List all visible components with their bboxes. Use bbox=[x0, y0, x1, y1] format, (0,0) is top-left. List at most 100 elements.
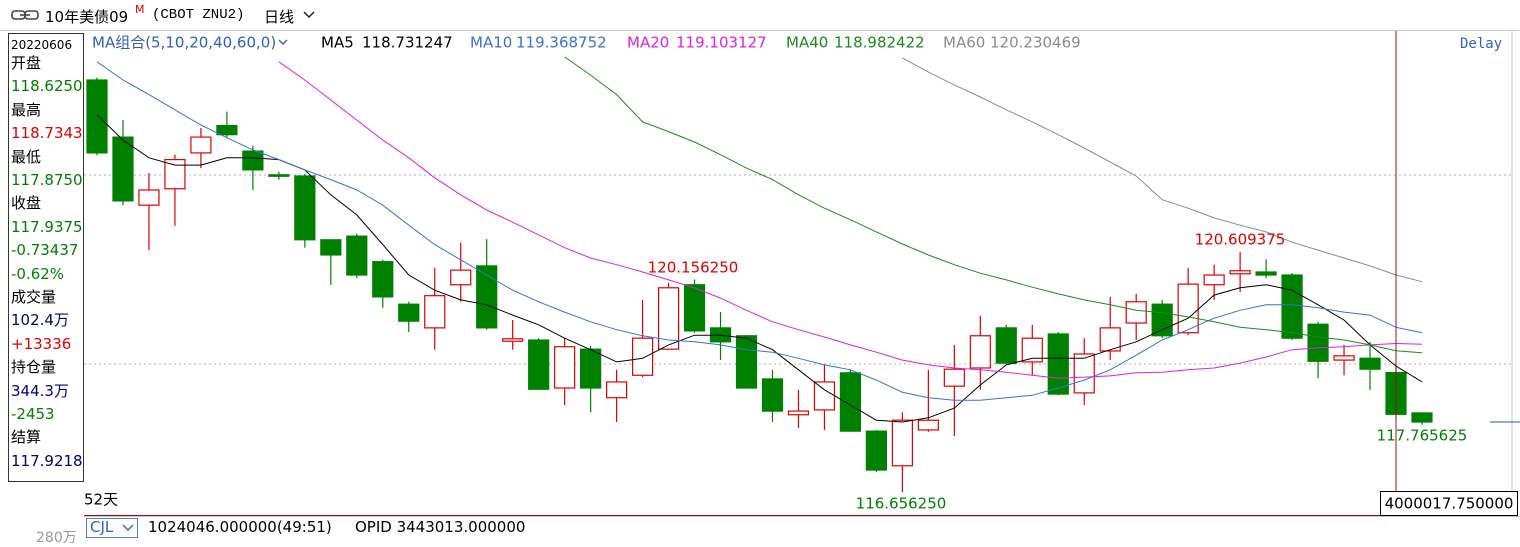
period-count: 52天 bbox=[84, 491, 118, 509]
candle-body bbox=[735, 335, 758, 389]
info-item: 持仓量 bbox=[11, 358, 57, 377]
annotation: 117.765625 bbox=[1377, 427, 1468, 445]
ma-line bbox=[902, 57, 1423, 283]
candle-body bbox=[164, 158, 186, 190]
info-item: 117.9218 bbox=[11, 451, 83, 470]
candle-body bbox=[917, 419, 939, 431]
legend-value: 119.103127 bbox=[676, 34, 767, 52]
annotation: 120.609375 bbox=[1195, 231, 1286, 249]
cut-label: 280万 bbox=[36, 530, 77, 546]
ma-line bbox=[96, 61, 1423, 401]
legend-name: MA60 bbox=[943, 34, 985, 52]
link-icon[interactable] bbox=[8, 0, 48, 30]
info-item: 最低 bbox=[11, 147, 42, 166]
legend-value: 119.368752 bbox=[516, 34, 607, 52]
info-item: -0.62% bbox=[11, 264, 65, 283]
candle-body bbox=[761, 378, 784, 412]
indicator-dropdown[interactable] bbox=[278, 39, 288, 45]
candle-body bbox=[1411, 412, 1433, 423]
candle-body bbox=[683, 284, 706, 332]
candle-body bbox=[969, 335, 991, 369]
candle-body bbox=[1099, 327, 1121, 352]
legend-name: MA40 bbox=[786, 34, 828, 52]
instrument-badge: M bbox=[135, 3, 145, 16]
candle-body bbox=[502, 338, 524, 342]
candle-body bbox=[631, 337, 654, 376]
legend-value: 120.230469 bbox=[990, 34, 1081, 52]
annotation: 116.656250 bbox=[856, 495, 947, 513]
candle-body bbox=[605, 381, 628, 399]
candle-body bbox=[1047, 333, 1069, 395]
candle-body bbox=[528, 339, 550, 390]
volume-value: 1024046.000000(49:51) bbox=[148, 518, 332, 536]
legend-name: MA5 bbox=[321, 34, 354, 52]
candle-body bbox=[657, 287, 680, 350]
plot bbox=[86, 31, 1433, 515]
delay-label: Delay bbox=[1460, 36, 1502, 52]
candle-body bbox=[1203, 274, 1225, 286]
info-item: 102.4万 bbox=[11, 311, 69, 330]
candle-body bbox=[138, 189, 160, 206]
info-item: -0.73437 bbox=[11, 241, 79, 260]
info-item: 开盘 bbox=[11, 54, 42, 72]
legend: MA5 118.731247 MA10 119.368752 MA20 119.10312… bbox=[321, 34, 1081, 52]
period-selector[interactable]: 日线 bbox=[264, 8, 295, 26]
candle-body bbox=[1359, 357, 1381, 370]
info-item: 20220606 bbox=[11, 38, 73, 52]
candle-body bbox=[372, 261, 394, 298]
candle-body bbox=[268, 174, 290, 177]
annotation: 120.156250 bbox=[648, 259, 739, 277]
candle-body bbox=[943, 368, 965, 387]
candle-body bbox=[1229, 270, 1251, 275]
candle-body bbox=[398, 303, 420, 322]
open-interest: OPID 3443013.000000 bbox=[355, 518, 526, 536]
legend-name: MA10 bbox=[470, 34, 512, 52]
toolbar: 10年美债09 M (CBOT ZNU2) 日线 bbox=[0, 0, 1520, 31]
info-item: 成交量 bbox=[11, 288, 57, 306]
candle-body bbox=[476, 265, 498, 329]
candle-body bbox=[294, 175, 316, 241]
candle-body bbox=[450, 269, 472, 286]
info-item: 结算 bbox=[11, 428, 42, 447]
candle-body bbox=[865, 430, 888, 471]
candle-body bbox=[580, 348, 602, 389]
info-item: +13336 bbox=[11, 334, 72, 353]
candle-body bbox=[112, 136, 134, 202]
info-item: -2453 bbox=[11, 405, 55, 423]
candle-body bbox=[1333, 355, 1355, 361]
indicator-dropdown[interactable] bbox=[122, 517, 134, 537]
indicator-selector[interactable]: MA组合(5,10,20,40,60,0) bbox=[92, 34, 276, 52]
legend-value: 118.982422 bbox=[834, 34, 925, 52]
price-box bbox=[1380, 491, 1518, 516]
candle-body bbox=[424, 295, 446, 329]
candle-body bbox=[813, 381, 836, 411]
ma-line bbox=[278, 61, 1423, 379]
info-item: 最高 bbox=[11, 100, 42, 119]
period-dropdown[interactable] bbox=[302, 0, 316, 30]
instrument-symbol: (CBOT ZNU2) bbox=[152, 7, 245, 23]
candle-body bbox=[216, 124, 238, 136]
candle-body bbox=[839, 372, 862, 432]
info-item: 117.9375 bbox=[11, 217, 83, 236]
price-box-label: 4000017.750000 bbox=[1385, 495, 1514, 513]
candle-body bbox=[1021, 337, 1043, 363]
info-item: 117.8750 bbox=[11, 171, 83, 189]
candle-body bbox=[242, 150, 264, 171]
indicator-bar: CJL 1024046.000000(49:51) OPID 3443013.0… bbox=[84, 516, 1520, 538]
legend-value: 118.731247 bbox=[362, 34, 453, 52]
candle-body bbox=[1073, 353, 1095, 394]
candle-body bbox=[346, 235, 368, 276]
candle-body bbox=[86, 79, 108, 154]
candle-body bbox=[1307, 323, 1329, 362]
volume-indicator[interactable]: CJL bbox=[90, 518, 114, 536]
instrument-title: 10年美债09 bbox=[45, 8, 129, 26]
ma-line bbox=[96, 114, 1423, 423]
candle-body bbox=[1255, 271, 1277, 276]
info-item: 118.7343 bbox=[11, 124, 83, 143]
ma-line bbox=[564, 56, 1423, 354]
info-panel: 20220606 开盘 118.6250 最高 118.7343 最低 117.8750 收盘… bbox=[8, 33, 84, 482]
candle-body bbox=[1281, 274, 1303, 339]
candle-body bbox=[891, 419, 913, 467]
candle-body bbox=[995, 327, 1017, 364]
